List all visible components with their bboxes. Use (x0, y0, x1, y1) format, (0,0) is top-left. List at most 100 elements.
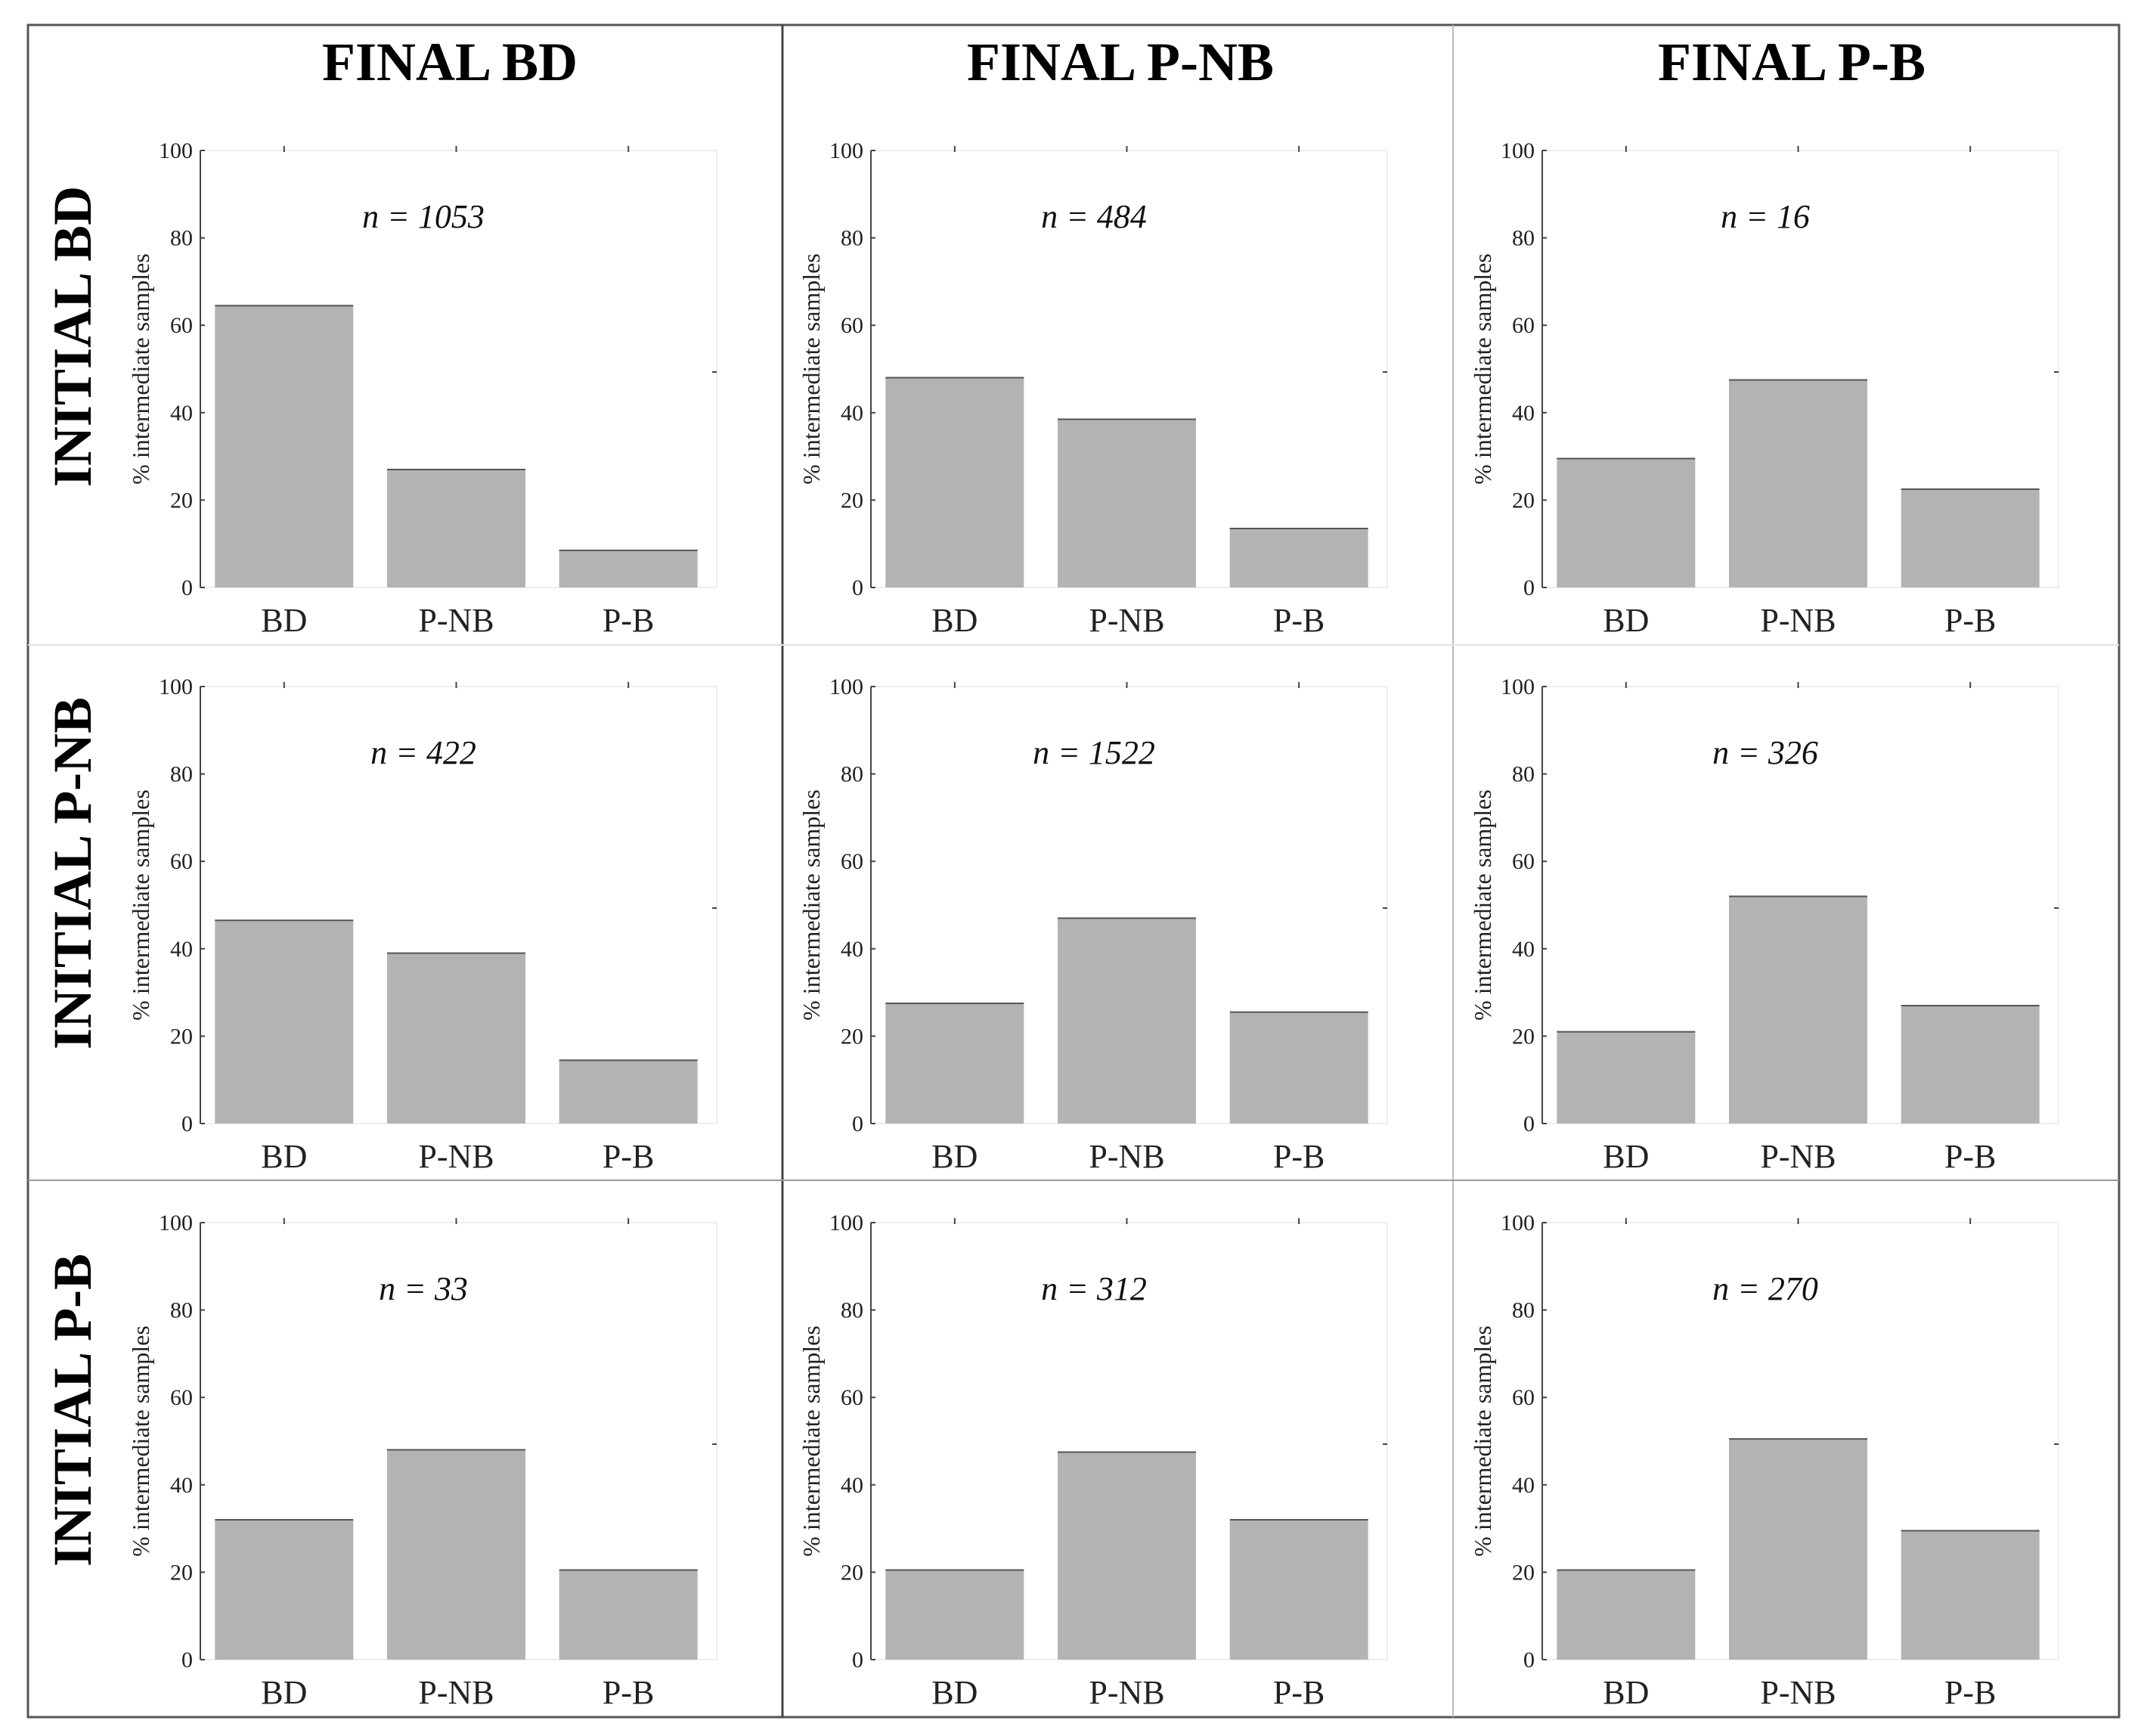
y-tick-label: 80 (841, 226, 863, 251)
bar (885, 1003, 1024, 1124)
sample-size-label: n = 33 (379, 1270, 468, 1307)
bar (1557, 458, 1696, 587)
y-tick-label: 60 (841, 849, 863, 874)
chart-panel: 0 20 40 60 80 100 % intermediate samples n = 31… (798, 1211, 1388, 1711)
y-tick-label: 0 (181, 1648, 193, 1672)
bar (1729, 380, 1867, 587)
panels: 0 20 40 60 80 100 % intermediate samples n = 10… (127, 138, 2059, 1711)
bar (559, 1060, 698, 1124)
x-tick-label: P-NB (418, 602, 494, 639)
row-header: INITIAL BD (42, 186, 103, 487)
figure-frame (26, 23, 2121, 1719)
x-tick-label: P-NB (1089, 602, 1164, 639)
sample-size-label: n = 326 (1712, 734, 1818, 771)
x-tick-label: P-NB (418, 1138, 494, 1175)
bar (1729, 1439, 1867, 1660)
y-tick-label: 0 (1523, 575, 1535, 600)
sample-size-label: n = 312 (1041, 1270, 1147, 1307)
row-header: INITIAL P-NB (42, 697, 103, 1049)
y-tick-label: 0 (852, 1111, 863, 1136)
y-tick-label: 100 (159, 138, 193, 163)
bar (1901, 1005, 2040, 1124)
y-tick-label: 0 (852, 575, 863, 600)
y-tick-label: 80 (1512, 1298, 1535, 1323)
bar (215, 1520, 354, 1660)
y-tick-label: 40 (1512, 1473, 1535, 1498)
sample-size-label: n = 1522 (1033, 734, 1155, 771)
bar (1557, 1570, 1696, 1660)
y-tick-label: 100 (1501, 138, 1535, 163)
x-tick-label: BD (1603, 1138, 1649, 1175)
y-tick-label: 40 (170, 1473, 193, 1498)
y-tick-label: 0 (181, 1111, 193, 1136)
y-tick-label: 40 (170, 401, 193, 426)
y-tick-label: 40 (841, 937, 863, 962)
y-tick-label: 60 (1512, 313, 1535, 338)
y-tick-label: 80 (841, 1298, 863, 1323)
x-tick-label: BD (1603, 1674, 1649, 1711)
bar (387, 1449, 525, 1660)
y-tick-label: 60 (841, 1385, 863, 1410)
bar (1729, 896, 1867, 1124)
y-axis-label: % intermediate samples (798, 253, 825, 485)
y-tick-label: 80 (1512, 226, 1535, 251)
bar (1901, 1530, 2040, 1660)
row-header: INITIAL P-B (42, 1254, 103, 1567)
x-tick-label: BD (931, 1674, 978, 1711)
x-tick-label: P-NB (1760, 1674, 1836, 1711)
x-tick-label: BD (931, 602, 978, 639)
x-tick-label: P-NB (1760, 1138, 1836, 1175)
sample-size-label: n = 270 (1712, 1270, 1818, 1307)
x-tick-label: P-NB (1089, 1674, 1164, 1711)
y-tick-label: 20 (170, 1560, 193, 1585)
y-tick-label: 80 (170, 762, 193, 787)
chart-panel: 0 20 40 60 80 100 % intermediate samples n = 16… (1469, 138, 2059, 639)
y-tick-label: 20 (1512, 1560, 1535, 1585)
y-tick-label: 20 (841, 1560, 863, 1585)
x-tick-label: BD (261, 1674, 307, 1711)
chart-panel: 0 20 40 60 80 100 % intermediate samples n = 42… (127, 674, 717, 1175)
x-tick-label: P-B (1273, 1674, 1325, 1711)
y-tick-label: 40 (1512, 937, 1535, 962)
chart-panel: 0 20 40 60 80 100 % intermediate samples n = 15… (798, 674, 1388, 1175)
y-tick-label: 80 (170, 1298, 193, 1323)
chart-panel: 0 20 40 60 80 100 % intermediate samples n = 10… (127, 138, 717, 639)
y-tick-label: 60 (170, 849, 193, 874)
bar (559, 1570, 698, 1660)
x-tick-label: P-B (603, 602, 654, 639)
y-axis-label: % intermediate samples (798, 789, 825, 1021)
y-tick-label: 20 (170, 1024, 193, 1049)
y-tick-label: 40 (841, 1473, 863, 1498)
y-tick-label: 60 (1512, 1385, 1535, 1410)
y-axis-label: % intermediate samples (1469, 1325, 1496, 1557)
y-tick-label: 40 (841, 401, 863, 426)
x-tick-label: P-NB (418, 1674, 494, 1711)
x-tick-label: P-B (1944, 602, 1996, 639)
y-tick-label: 0 (1523, 1648, 1535, 1672)
y-tick-label: 0 (852, 1648, 863, 1672)
sample-size-label: n = 1053 (362, 198, 485, 235)
x-tick-label: P-B (1273, 1138, 1325, 1175)
y-axis-label: % intermediate samples (127, 789, 154, 1021)
bar (885, 1570, 1024, 1660)
bar (1229, 1012, 1368, 1124)
bar (215, 920, 354, 1124)
y-tick-label: 100 (1501, 1211, 1535, 1235)
sample-size-label: n = 422 (370, 734, 476, 771)
chart-panel: 0 20 40 60 80 100 % intermediate samples n = 32… (1469, 674, 2059, 1175)
x-tick-label: BD (1603, 602, 1649, 639)
sample-size-label: n = 16 (1721, 198, 1810, 235)
x-tick-label: P-B (1944, 1674, 1996, 1711)
y-tick-label: 80 (1512, 762, 1535, 787)
y-tick-label: 80 (841, 762, 863, 787)
y-axis-label: % intermediate samples (1469, 789, 1496, 1021)
y-axis-label: % intermediate samples (798, 1325, 825, 1557)
y-axis-label: % intermediate samples (127, 1325, 154, 1557)
chart-panel: 0 20 40 60 80 100 % intermediate samples n = 27… (1469, 1211, 2059, 1711)
bar (1901, 488, 2040, 587)
y-tick-label: 60 (170, 313, 193, 338)
sample-size-label: n = 484 (1041, 198, 1147, 235)
bar (1058, 918, 1196, 1124)
y-tick-label: 20 (1512, 1024, 1535, 1049)
